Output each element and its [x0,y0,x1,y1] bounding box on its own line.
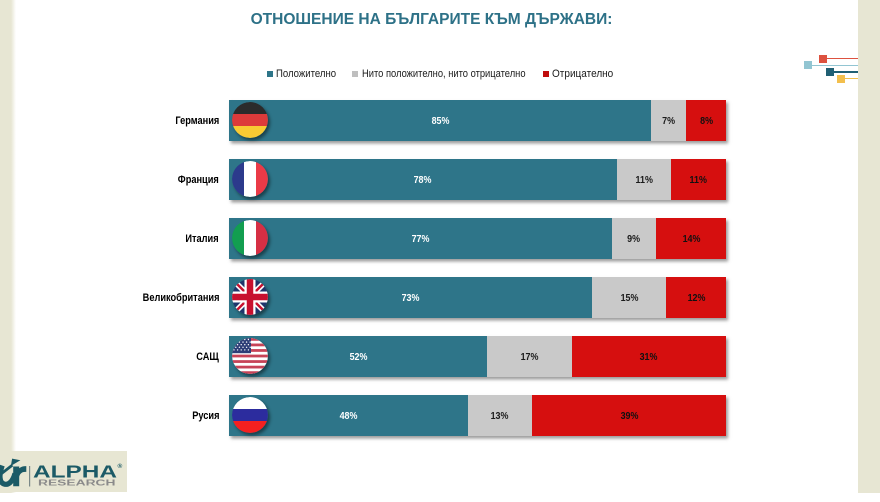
svg-text:®: ® [118,462,123,470]
svg-text:ALPHA: ALPHA [33,462,117,482]
svg-text:RESEARCH: RESEARCH [38,479,116,488]
